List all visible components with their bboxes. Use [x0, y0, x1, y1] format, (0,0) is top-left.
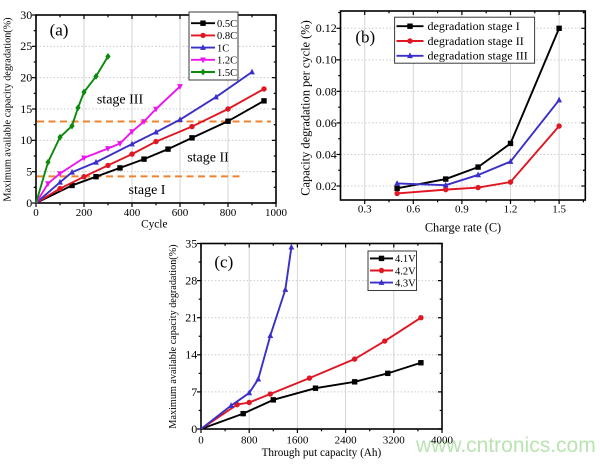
svg-text:(b): (b) [355, 28, 375, 47]
svg-text:14: 14 [185, 348, 197, 362]
svg-text:Charge rate (C): Charge rate (C) [425, 221, 501, 235]
svg-text:30: 30 [20, 8, 32, 22]
svg-text:15: 15 [20, 102, 32, 116]
svg-text:4.1V: 4.1V [395, 254, 416, 265]
svg-text:0.12: 0.12 [316, 21, 337, 35]
svg-text:400: 400 [124, 207, 141, 219]
svg-text:0: 0 [191, 422, 197, 436]
svg-text:7: 7 [191, 385, 197, 399]
svg-text:1.2: 1.2 [504, 204, 518, 216]
svg-text:4.3V: 4.3V [395, 278, 416, 289]
svg-text:0.8C: 0.8C [217, 31, 237, 42]
svg-text:1C: 1C [217, 43, 229, 54]
svg-text:1.5C: 1.5C [217, 68, 237, 79]
svg-text:0.10: 0.10 [316, 53, 337, 67]
svg-text:1000: 1000 [265, 207, 288, 219]
svg-text:0: 0 [33, 207, 39, 219]
svg-text:800: 800 [241, 434, 258, 446]
svg-text:degradation stage II: degradation stage II [428, 34, 524, 48]
svg-text:3200: 3200 [383, 434, 406, 446]
svg-text:Cycle: Cycle [141, 219, 167, 231]
svg-text:28: 28 [185, 274, 197, 288]
svg-text:(c): (c) [214, 252, 233, 271]
svg-text:0.04: 0.04 [316, 147, 337, 161]
svg-text:(a): (a) [50, 21, 69, 40]
svg-text:800: 800 [220, 207, 237, 219]
svg-text:0: 0 [198, 434, 204, 446]
svg-text:Maximum available capacity deg: Maximum available capacity degradation(%… [168, 244, 179, 428]
svg-text:0.02: 0.02 [316, 179, 337, 193]
svg-text:stage II: stage II [187, 151, 229, 166]
svg-text:0.08: 0.08 [316, 84, 337, 98]
svg-text:0.6: 0.6 [406, 204, 420, 216]
svg-text:degradation stage I: degradation stage I [428, 19, 520, 33]
svg-text:1600: 1600 [286, 434, 309, 446]
svg-text:www.cntronics.com: www.cntronics.com [415, 434, 596, 457]
svg-text:25: 25 [20, 39, 32, 53]
svg-text:0.5C: 0.5C [217, 19, 237, 30]
svg-text:600: 600 [172, 207, 189, 219]
svg-text:2400: 2400 [335, 434, 358, 446]
svg-text:1.5: 1.5 [552, 204, 566, 216]
svg-text:Capacity degradation per cycle: Capacity degradation per cycle (%) [299, 20, 313, 195]
svg-text:20: 20 [20, 71, 32, 85]
svg-text:0.3: 0.3 [358, 204, 372, 216]
svg-text:Maximum available capacity deg: Maximum available capacity degradation(%… [3, 17, 14, 201]
svg-text:stage III: stage III [97, 93, 144, 108]
svg-text:0.06: 0.06 [316, 116, 337, 130]
svg-text:Through put capacity (Ah): Through put capacity (Ah) [262, 447, 382, 459]
svg-text:4.2V: 4.2V [395, 266, 416, 277]
svg-text:21: 21 [185, 311, 197, 325]
svg-text:degradation stage III: degradation stage III [428, 49, 528, 63]
svg-text:200: 200 [76, 207, 93, 219]
svg-text:0.9: 0.9 [455, 204, 469, 216]
svg-text:5: 5 [26, 165, 32, 179]
svg-text:10: 10 [20, 133, 32, 147]
svg-text:4000: 4000 [431, 434, 454, 446]
svg-text:35: 35 [185, 236, 197, 250]
svg-text:stage I: stage I [129, 183, 166, 198]
svg-text:0: 0 [26, 196, 32, 210]
svg-text:1.2C: 1.2C [217, 56, 237, 67]
